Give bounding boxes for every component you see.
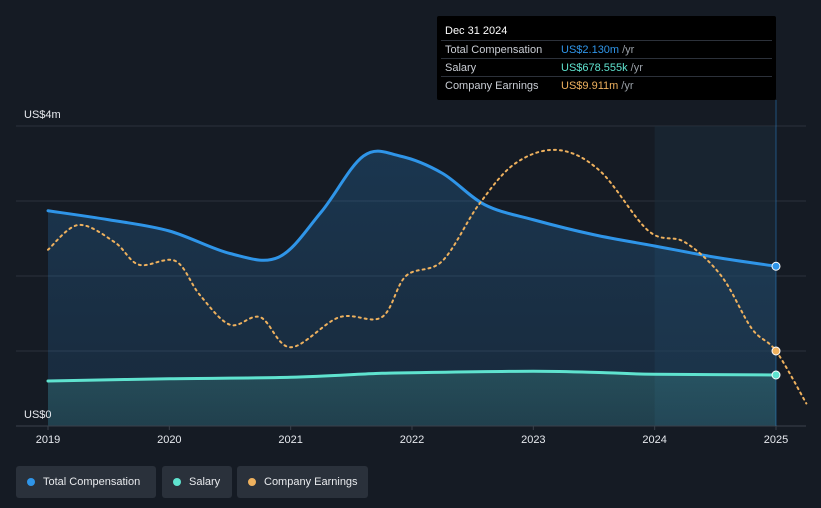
legend-label: Total Compensation (43, 476, 141, 488)
x-tick-label: 2022 (400, 434, 424, 446)
legend-label: Company Earnings (264, 476, 358, 488)
tooltip-label: Company Earnings (445, 80, 539, 92)
tooltip-value: US$2.130m (561, 44, 620, 56)
tooltip-date: Dec 31 2024 (445, 25, 508, 37)
x-tick-label: 2020 (157, 434, 181, 446)
y-tick-label: US$0 (24, 409, 52, 421)
salary-marker (771, 370, 781, 380)
tooltip-value: US$9.911m (561, 80, 619, 92)
tooltip-value: US$678.555k (561, 62, 628, 74)
salary-area (48, 371, 776, 426)
legend-company-earnings[interactable]: Company Earnings (237, 466, 368, 498)
x-tick-label: 2024 (642, 434, 666, 446)
tooltip-value-wrap: US$2.130m/yr (561, 44, 634, 56)
x-tick-label: 2021 (278, 434, 302, 446)
marker-layer (771, 261, 781, 380)
x-tick-label: 2019 (36, 434, 60, 446)
tooltip-label: Total Compensation (445, 44, 543, 56)
tooltip-row-salary: Salary US$678.555k/yr (441, 58, 772, 76)
tooltip-unit: /yr (630, 62, 643, 74)
x-tick-label: 2025 (764, 434, 788, 446)
x-tick-label: 2023 (521, 434, 545, 446)
tooltip: Dec 31 2024 Total Compensation US$2.130m… (437, 16, 776, 100)
tooltip-value-wrap: US$678.555k/yr (561, 62, 643, 74)
company-earnings-line (47, 148, 808, 405)
dot-icon (173, 478, 181, 486)
legend-label: Salary (189, 476, 221, 488)
tooltip-label: Salary (445, 62, 477, 74)
y-tick-label: US$4m (24, 109, 61, 121)
tooltip-unit: /yr (621, 80, 634, 92)
dot-icon (27, 478, 35, 486)
legend-total-compensation[interactable]: Total Compensation (16, 466, 156, 498)
total-compensation-line (46, 149, 778, 268)
tooltip-unit: /yr (622, 44, 635, 56)
tooltip-row-company-earnings: Company Earnings US$9.911m/yr (441, 76, 772, 94)
legend-salary[interactable]: Salary (162, 466, 232, 498)
company-earnings-marker (771, 346, 781, 356)
tooltip-row-total-compensation: Total Compensation US$2.130m/yr (441, 40, 772, 58)
total-compensation-area (48, 151, 776, 426)
axis-layer: 2019 2020 2021 2022 2023 2024 2025 US$0 US$4m (16, 100, 806, 446)
tooltip-value-wrap: US$9.911m/yr (561, 80, 634, 92)
series-layer (46, 148, 808, 426)
salary-line (46, 369, 778, 383)
dot-icon (248, 478, 256, 486)
total-compensation-marker (771, 261, 781, 271)
